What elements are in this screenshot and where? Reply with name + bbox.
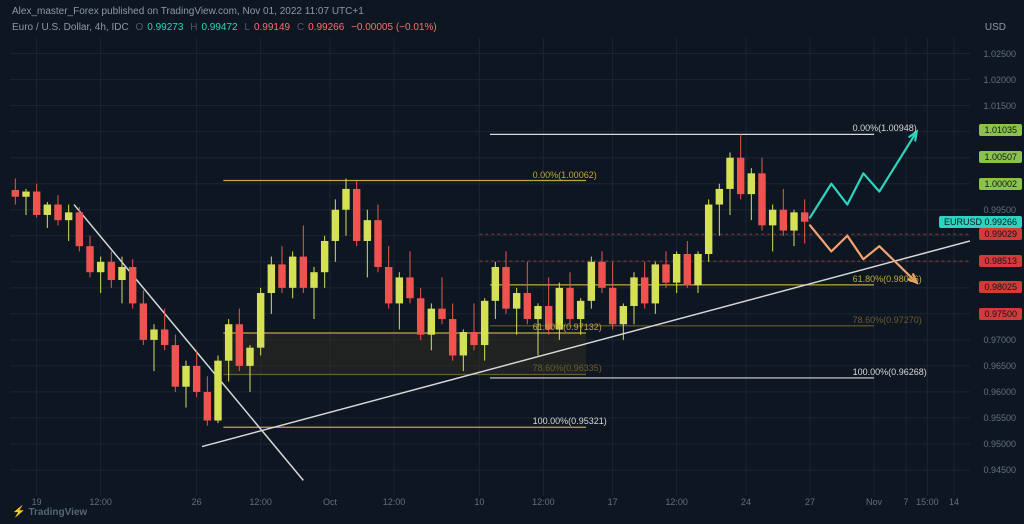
y-marker: 0.98025 — [979, 281, 1022, 293]
x-tick: 12:00 — [383, 497, 406, 507]
y-marker: 1.00002 — [979, 178, 1022, 190]
fib-label: 100.00%(0.95321) — [533, 416, 607, 426]
x-tick: 12:00 — [249, 497, 272, 507]
chart-container: Alex_master_Forex published on TradingVi… — [0, 0, 1024, 524]
symbol-ohlc: Euro / U.S. Dollar, 4h, IDC O0.99273 H0.… — [12, 22, 441, 33]
y-tick: 0.96000 — [983, 387, 1016, 397]
x-tick: 24 — [741, 497, 751, 507]
ohlc-close: 0.99266 — [308, 22, 344, 33]
ohlc-open: 0.99273 — [147, 22, 183, 33]
y-tick: 0.94500 — [983, 465, 1016, 475]
x-tick: 12:00 — [532, 497, 555, 507]
chart-svg — [10, 38, 970, 496]
branding: ⚡ TradingView — [12, 505, 87, 518]
y-tick: 1.02000 — [983, 75, 1016, 85]
y-marker: 1.00507 — [979, 151, 1022, 163]
fib-label: 0.00%(1.00062) — [533, 170, 597, 180]
publisher-line: Alex_master_Forex published on TradingVi… — [12, 6, 364, 17]
y-marker: EURUSD 0.99266 — [939, 216, 1022, 228]
x-tick: 26 — [192, 497, 202, 507]
x-tick: 12:00 — [665, 497, 688, 507]
brand-text: TradingView — [28, 507, 87, 518]
currency-tag: USD — [985, 22, 1006, 33]
y-tick: 0.96500 — [983, 361, 1016, 371]
y-tick: 0.95500 — [983, 413, 1016, 423]
x-tick: Nov — [866, 497, 882, 507]
x-axis: 1912:002612:00Oct12:001012:001712:002427… — [10, 497, 970, 511]
y-marker: 1.01035 — [979, 124, 1022, 136]
y-tick: 0.99500 — [983, 205, 1016, 215]
y-axis: 1.025001.020001.015001.010001.005001.000… — [970, 38, 1024, 496]
fib-label: 100.00%(0.96268) — [853, 367, 927, 377]
y-marker: 0.97500 — [979, 308, 1022, 320]
y-marker: 0.98513 — [979, 255, 1022, 267]
fib-label: 0.00%(1.00948) — [853, 123, 917, 133]
fib-label: 78.60%(0.97270) — [853, 315, 922, 325]
plot-area[interactable]: 0.00%(1.00062) 61.80%(0.97132) 78.60%(0.96… — [10, 38, 970, 496]
y-tick: 1.02500 — [983, 49, 1016, 59]
y-tick: 0.97000 — [983, 335, 1016, 345]
fib-label: 61.80%(0.97132) — [533, 322, 602, 332]
symbol-name: Euro / U.S. Dollar, 4h, IDC — [12, 22, 129, 33]
y-tick: 0.95000 — [983, 439, 1016, 449]
x-tick: 17 — [608, 497, 618, 507]
fib-label: 61.80%(0.98056) — [853, 274, 922, 284]
x-tick: 27 — [805, 497, 815, 507]
fib-label: 78.60%(0.96335) — [533, 363, 602, 373]
x-tick: Oct — [323, 497, 337, 507]
y-tick: 1.01500 — [983, 101, 1016, 111]
x-tick: 15:00 — [916, 497, 939, 507]
x-tick: 7 — [903, 497, 908, 507]
x-tick: 14 — [949, 497, 959, 507]
ohlc-low: 0.99149 — [254, 22, 290, 33]
ohlc-change: −0.00005 (−0.01%) — [351, 22, 437, 33]
ohlc-high: 0.99472 — [201, 22, 237, 33]
x-tick: 12:00 — [89, 497, 112, 507]
y-marker: 0.99029 — [979, 228, 1022, 240]
x-tick: 10 — [474, 497, 484, 507]
